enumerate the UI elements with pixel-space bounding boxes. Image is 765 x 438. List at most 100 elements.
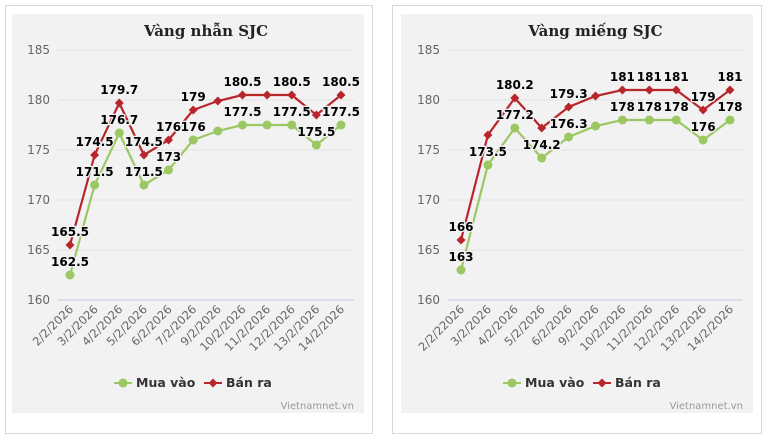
- data-point-mua-vao: [311, 140, 321, 150]
- data-point-mua-vao: [671, 115, 681, 125]
- data-label: 163: [448, 250, 473, 264]
- data-label: 176: [181, 120, 206, 134]
- legend-label-mua-vao: Mua vào: [136, 375, 196, 390]
- data-point-ban-ra: [164, 135, 174, 145]
- watermark: Vietnamnet.vn: [280, 401, 354, 412]
- data-label: 181: [637, 70, 662, 84]
- data-point-mua-vao: [213, 126, 223, 136]
- data-label: 180.5: [223, 75, 261, 89]
- data-point-mua-vao: [287, 120, 297, 130]
- legend-circle-icon: [507, 378, 517, 388]
- data-point-ban-ra: [287, 90, 297, 100]
- data-point-ban-ra: [139, 150, 149, 160]
- data-label: 177.5: [322, 105, 360, 119]
- data-label: 162.5: [51, 255, 89, 269]
- series-line-mua-vao: [459, 118, 731, 271]
- data-point-ban-ra: [213, 96, 223, 106]
- data-label: 176.3: [550, 117, 588, 131]
- y-tick-label: 175: [27, 143, 50, 157]
- data-point-mua-vao: [698, 135, 708, 145]
- data-point-ban-ra: [311, 110, 321, 120]
- chart-panel-vang-nhan: Vàng nhẫn SJC 160 165 170 175 180 185 2/2/2026 3…: [5, 5, 373, 434]
- data-point-mua-vao: [139, 180, 149, 190]
- y-tick-label: 165: [417, 243, 440, 257]
- data-label: 165.5: [51, 225, 89, 239]
- y-tick-label: 170: [27, 193, 50, 207]
- y-tick-label: 180: [27, 93, 50, 107]
- data-label: 177.2: [496, 108, 534, 122]
- data-label: 179: [691, 90, 716, 104]
- data-point-mua-vao: [164, 165, 174, 175]
- data-label: 181: [717, 70, 742, 84]
- data-point-mua-vao: [188, 135, 198, 145]
- y-tick-label: 160: [27, 293, 50, 307]
- legend-label-mua-vao: Mua vào: [525, 375, 585, 390]
- data-point-ban-ra: [483, 130, 493, 140]
- legend-circle-icon: [118, 378, 128, 388]
- legend-diamond-icon: [597, 378, 607, 388]
- chart-vang-nhan: Vàng nhẫn SJC1601651701751801852/2/20263…: [27, 22, 361, 412]
- data-label: 176: [691, 120, 716, 134]
- data-label: 173.5: [469, 145, 507, 159]
- data-point-ban-ra: [671, 85, 681, 95]
- data-point-mua-vao: [537, 153, 547, 163]
- data-point-mua-vao: [65, 270, 75, 280]
- data-label: 175.5: [297, 125, 335, 139]
- data-label: 178: [664, 100, 689, 114]
- data-label: 173: [156, 150, 181, 164]
- data-label: 174.5: [76, 135, 114, 149]
- data-point-ban-ra: [510, 93, 520, 103]
- data-label: 176.7: [100, 113, 138, 127]
- data-label: 180.5: [322, 75, 360, 89]
- data-point-ban-ra: [90, 150, 100, 160]
- watermark: Vietnamnet.vn: [669, 401, 743, 412]
- data-point-mua-vao: [644, 115, 654, 125]
- data-point-ban-ra: [262, 90, 272, 100]
- y-tick-label: 180: [417, 93, 440, 107]
- y-tick-label: 185: [417, 43, 440, 57]
- data-label: 180.5: [273, 75, 311, 89]
- data-point-ban-ra: [188, 105, 198, 115]
- data-point-ban-ra: [725, 85, 735, 95]
- chart-background: [401, 14, 753, 413]
- data-point-mua-vao: [336, 120, 346, 130]
- y-tick-label: 175: [417, 143, 440, 157]
- data-point-ban-ra: [591, 91, 600, 101]
- data-label: 178: [610, 100, 635, 114]
- data-point-mua-vao: [483, 160, 493, 170]
- series-line-mua-vao: [68, 123, 342, 276]
- data-point-ban-ra: [564, 102, 574, 112]
- y-tick-label: 185: [27, 43, 50, 57]
- data-label: 177.5: [273, 105, 311, 119]
- data-point-mua-vao: [725, 115, 735, 125]
- data-label: 176: [156, 120, 181, 134]
- data-point-ban-ra: [617, 85, 627, 95]
- data-point-mua-vao: [591, 121, 600, 131]
- data-label: 179.3: [550, 87, 588, 101]
- y-tick-label: 170: [417, 193, 440, 207]
- data-point-ban-ra: [698, 105, 708, 115]
- chart-title: Vàng nhẫn SJC: [143, 22, 268, 40]
- data-label: 180.2: [496, 78, 534, 92]
- data-point-mua-vao: [90, 180, 100, 190]
- data-point-mua-vao: [510, 123, 520, 133]
- data-label: 181: [664, 70, 689, 84]
- chart-vang-mieng: Vàng miếng SJC1601651701751801852/2/2202…: [416, 22, 744, 412]
- data-label: 179.7: [100, 83, 138, 97]
- data-point-ban-ra: [537, 123, 547, 133]
- chart-title: Vàng miếng SJC: [527, 22, 662, 40]
- series-line-ban-ra: [68, 93, 342, 246]
- data-label: 171.5: [125, 165, 163, 179]
- data-point-mua-vao: [262, 120, 272, 130]
- data-label: 171.5: [76, 165, 114, 179]
- data-label: 178: [637, 100, 662, 114]
- data-point-mua-vao: [564, 132, 574, 142]
- data-label: 181: [610, 70, 635, 84]
- y-tick-label: 165: [27, 243, 50, 257]
- data-label: 178: [717, 100, 742, 114]
- chart-panel-vang-mieng: Vàng miếng SJC 160 165 170 175 180 185 2/2/2202…: [392, 5, 762, 434]
- data-point-ban-ra: [114, 98, 124, 108]
- data-point-mua-vao: [237, 120, 247, 130]
- chart-background: [12, 14, 364, 413]
- data-point-mua-vao: [456, 265, 466, 275]
